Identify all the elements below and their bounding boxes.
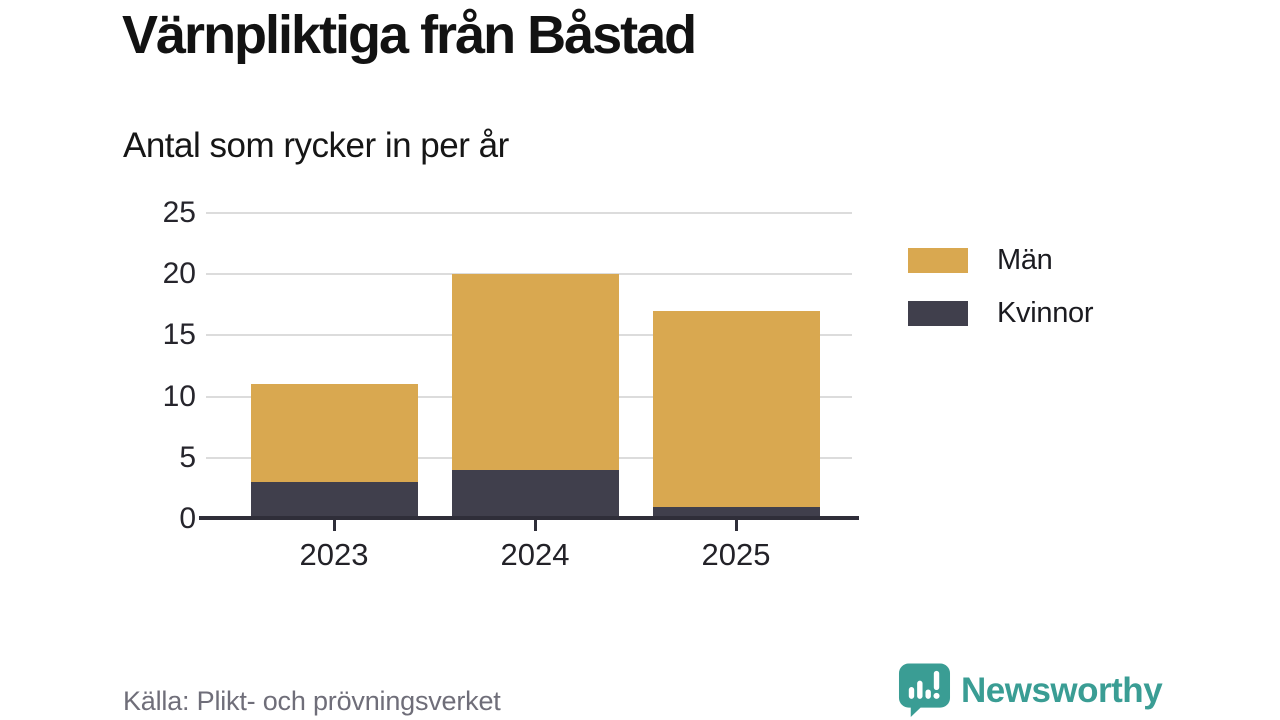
x-tick-2024: [533, 519, 537, 531]
bar-segment-2025-Män: [652, 310, 820, 507]
legend-label: Kvinnor: [997, 297, 1094, 329]
legend-label: Män: [997, 244, 1053, 276]
legend-swatch-icon: [908, 301, 968, 326]
bar-2025: [652, 310, 820, 519]
bar-segment-2024-Kvinnor: [451, 470, 619, 519]
newsworthy-logo-text: Newsworthy: [961, 670, 1163, 710]
legend: Män Kvinnor: [908, 244, 1094, 350]
legend-swatch-icon: [908, 248, 968, 273]
legend-item-Kvinnor: Kvinnor: [908, 297, 1094, 330]
legend-item-Män: Män: [908, 244, 1093, 277]
plot-area: 2023 2024 2025: [199, 212, 859, 572]
gridline-y-25: [206, 212, 852, 214]
y-tick-label-15: 15: [162, 318, 196, 352]
x-tick-2023: [332, 519, 336, 531]
y-axis: 0 5 10 15 20 25: [0, 196, 196, 535]
x-tick-label-2025: 2025: [701, 537, 771, 572]
chart-title: Värnpliktiga från Båstad: [122, 5, 697, 65]
bar-2024: [451, 274, 619, 519]
bar-segment-2023-Män: [250, 384, 418, 483]
bar-2023: [250, 384, 418, 519]
y-tick-label-20: 20: [162, 257, 196, 291]
source-note: Källa: Plikt- och prövningsverket: [123, 686, 501, 716]
y-tick-label-5: 5: [179, 440, 196, 474]
y-tick-label-10: 10: [162, 379, 196, 413]
x-axis-line: [199, 515, 859, 520]
bar-segment-2023-Kvinnor: [250, 482, 418, 519]
speech-bubble-bar-chart-icon: [898, 663, 951, 717]
y-tick-label-25: 25: [162, 196, 196, 229]
bar-segment-2024-Män: [451, 274, 619, 471]
x-tick-label-2024: 2024: [500, 537, 570, 572]
newsworthy-logo[interactable]: Newsworthy: [898, 662, 1163, 718]
x-tick-2025: [734, 519, 738, 531]
chart-subtitle: Antal som rycker in per år: [123, 126, 509, 165]
y-tick-label-0: 0: [179, 502, 196, 535]
x-tick-label-2023: 2023: [299, 537, 369, 572]
gridline-y-20: [206, 273, 852, 276]
